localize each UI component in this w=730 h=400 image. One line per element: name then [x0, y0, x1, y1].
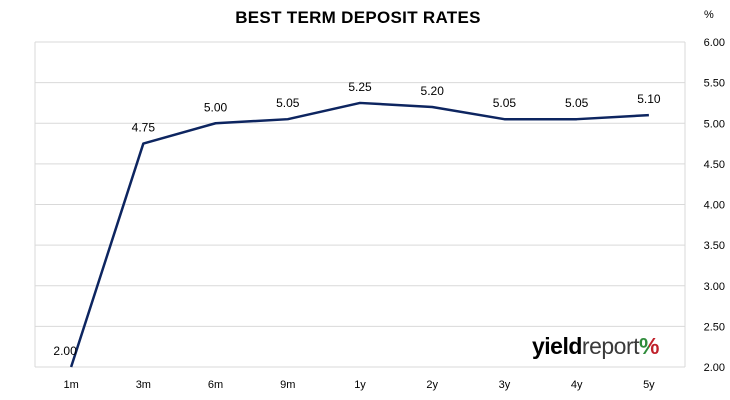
- y-tick-label: 6.00: [704, 37, 725, 49]
- logo-report-text: report: [581, 333, 640, 359]
- data-label: 4.75: [132, 121, 156, 135]
- y-axis-unit: %: [704, 9, 714, 21]
- y-tick-label: 5.50: [704, 78, 725, 90]
- x-tick-label: 9m: [280, 379, 295, 391]
- x-tick-label: 3y: [499, 379, 511, 391]
- x-tick-label: 1m: [63, 379, 78, 391]
- y-tick-label: 4.00: [704, 200, 725, 212]
- yieldreport-logo: yieldreport%: [532, 333, 659, 360]
- y-tick-label: 2.00: [704, 362, 725, 374]
- x-tick-label: 3m: [136, 379, 151, 391]
- chart-title: BEST TERM DEPOSIT RATES: [235, 8, 481, 27]
- data-label: 5.05: [276, 96, 300, 110]
- x-tick-label: 5y: [643, 379, 655, 391]
- series-line: [69, 101, 649, 368]
- logo-yield-text: yield: [532, 333, 582, 359]
- y-tick-label: 5.00: [704, 118, 725, 130]
- data-labels: 2.00 4.75 5.00 5.05 5.25 5.20 5.05 5.05 5.10: [53, 80, 660, 358]
- y-tick-label: 2.50: [704, 321, 725, 333]
- x-tick-labels: 1m 3m 6m 9m 1y 2y 3y 4y 5y: [63, 379, 655, 391]
- y-tick-label: 3.50: [704, 240, 725, 252]
- data-label: 5.20: [421, 84, 445, 98]
- x-tick-label: 6m: [208, 379, 223, 391]
- data-label: 5.05: [493, 96, 517, 110]
- data-label: 5.10: [637, 92, 661, 106]
- y-tick-labels: 6.00 5.50 5.00 4.50 4.00 3.50 3.00 2.50 2.00: [704, 37, 725, 374]
- logo-percent-icon: %: [639, 333, 659, 359]
- x-tick-label: 2y: [426, 379, 438, 391]
- gridlines: [34, 41, 686, 368]
- x-tick-label: 4y: [571, 379, 583, 391]
- data-label: 2.00: [53, 344, 77, 358]
- x-tick-label: 1y: [354, 379, 366, 391]
- data-label: 5.00: [204, 100, 228, 114]
- y-tick-label: 3.00: [704, 281, 725, 293]
- data-label: 5.25: [348, 80, 372, 94]
- data-label: 5.05: [565, 96, 589, 110]
- y-tick-label: 4.50: [704, 159, 725, 171]
